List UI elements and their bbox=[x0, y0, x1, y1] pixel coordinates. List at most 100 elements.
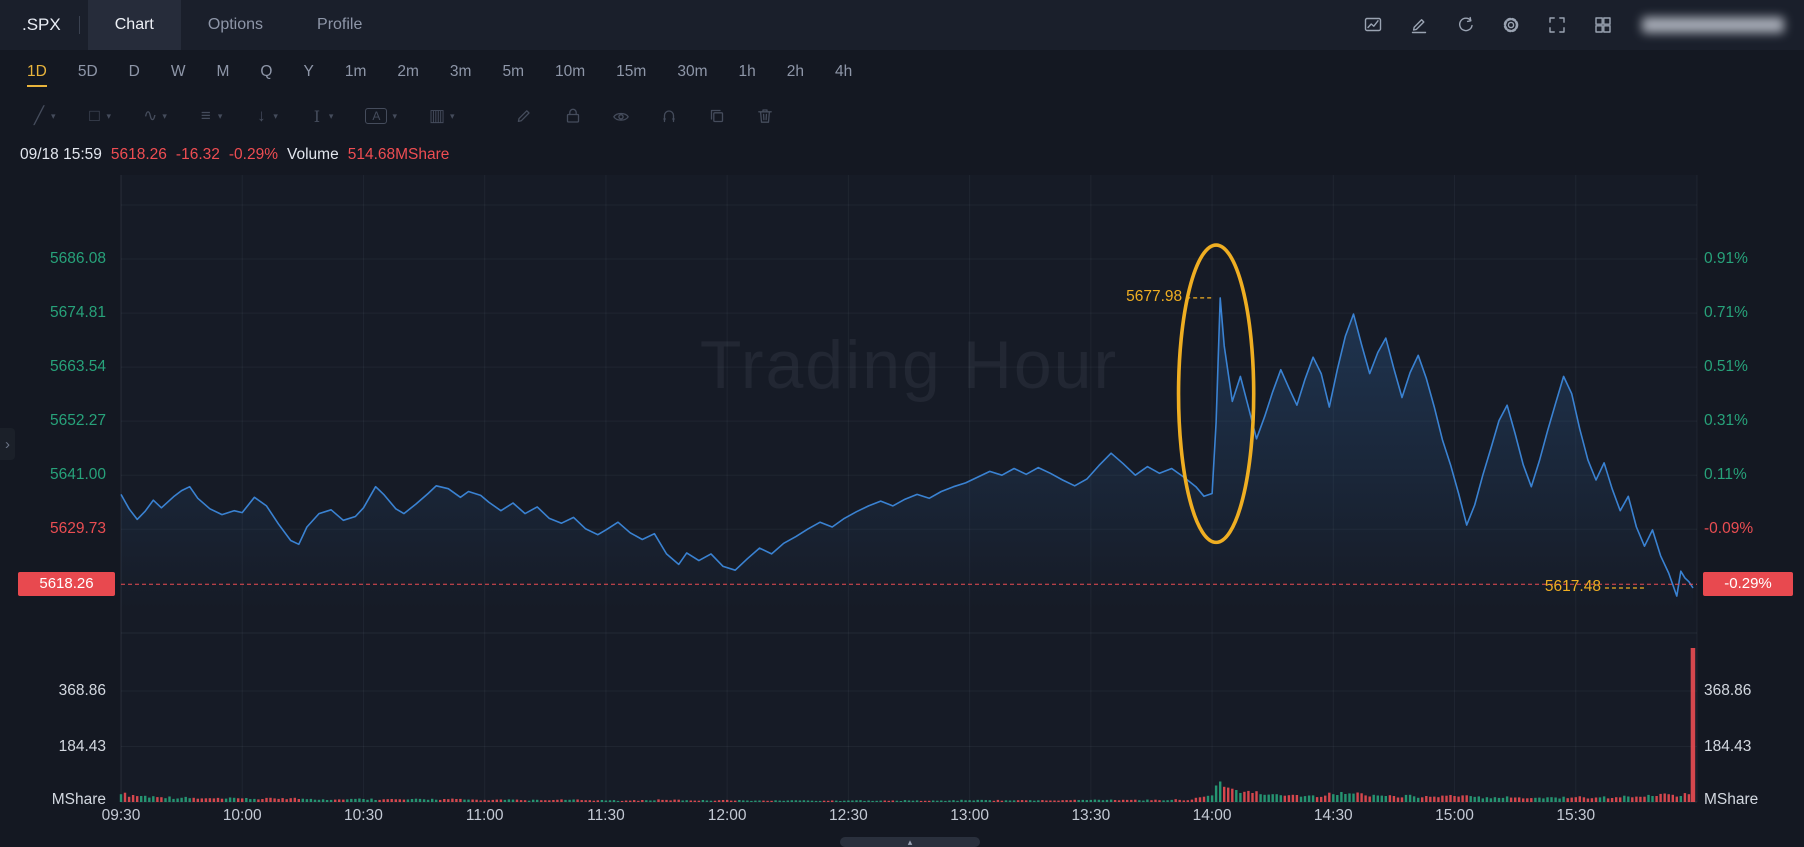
top-bar: .SPX Chart Options Profile bbox=[0, 0, 1804, 50]
bottom-scroll-handle[interactable]: ▴ bbox=[840, 837, 980, 847]
caret-down-icon: ▾ bbox=[450, 110, 455, 121]
level-lines-tool-icon: ≡ bbox=[200, 106, 211, 125]
level-lines-tool[interactable]: ≡ ▾ bbox=[199, 106, 223, 126]
shape-tool-icon: □ bbox=[89, 106, 100, 125]
caret-down-icon: ▾ bbox=[217, 110, 223, 121]
timeframe-10m[interactable]: 10m bbox=[555, 62, 586, 80]
drawing-toolbar: ╱ ▾ □ ▾ ∿ ▾ ≡ ▾ ↓ ▾ I ▾ A ▾ ▥ ▾ bbox=[0, 94, 1804, 138]
snapshot-icon[interactable] bbox=[1362, 14, 1384, 36]
quote-change-pct: -0.29% bbox=[228, 146, 278, 163]
measure-tool-icon: I bbox=[313, 106, 321, 126]
timeframe-15m[interactable]: 15m bbox=[616, 62, 647, 80]
wave-tool[interactable]: ∿ ▾ bbox=[143, 106, 167, 126]
pattern-tool[interactable]: ▥ ▾ bbox=[429, 106, 455, 126]
caret-down-icon: ▾ bbox=[273, 110, 278, 121]
change-pct-axis-label: 0.71% bbox=[1704, 304, 1748, 322]
time-axis-label: 13:30 bbox=[1071, 807, 1111, 824]
settings-icon[interactable] bbox=[1500, 14, 1522, 36]
main-tabs: Chart Options Profile bbox=[87, 0, 390, 50]
divider bbox=[78, 16, 80, 34]
volume-axis-label: 184.43 bbox=[1704, 737, 1752, 755]
timeframe-1d[interactable]: 1D bbox=[27, 58, 47, 87]
timeframe-4h[interactable]: 4h bbox=[834, 62, 853, 80]
caret-down-icon: ▾ bbox=[328, 110, 334, 121]
timeframe-30m[interactable]: 30m bbox=[677, 62, 708, 80]
last-price-badge: 5618.26 bbox=[18, 572, 115, 597]
quote-volume-value: 514.68MShare bbox=[347, 146, 450, 163]
arrow-tool[interactable]: ↓ ▾ bbox=[254, 106, 278, 126]
measure-tool[interactable]: I ▾ bbox=[310, 107, 334, 126]
volume-unit-label: MShare bbox=[51, 791, 106, 808]
time-axis-label: 09:30 bbox=[101, 807, 141, 824]
volume-axis-label: 368.86 bbox=[58, 682, 106, 700]
time-axis-label: 15:00 bbox=[1435, 807, 1474, 824]
time-axis-label: 11:30 bbox=[587, 807, 625, 824]
timeframe-q[interactable]: Q bbox=[260, 62, 273, 80]
shape-tool[interactable]: □ ▾ bbox=[88, 106, 111, 126]
layout-grid-icon[interactable] bbox=[1592, 14, 1614, 36]
timeframe-3m[interactable]: 3m bbox=[449, 62, 472, 80]
magnet-icon[interactable] bbox=[659, 106, 679, 126]
time-axis-label: 10:00 bbox=[222, 807, 262, 824]
highlight-ellipse bbox=[1176, 243, 1256, 545]
panel-collapse-chevron[interactable]: › bbox=[0, 428, 15, 460]
top-bar-icons bbox=[1362, 14, 1784, 36]
top-bar-left: .SPX Chart Options Profile bbox=[22, 0, 389, 50]
price-area-fill bbox=[121, 297, 1693, 610]
caret-down-icon: ▾ bbox=[392, 110, 397, 121]
fullscreen-icon[interactable] bbox=[1546, 14, 1568, 36]
trendline-tool[interactable]: ╱ ▾ bbox=[32, 106, 56, 126]
lock-icon[interactable] bbox=[563, 106, 583, 126]
tab-chart[interactable]: Chart bbox=[87, 0, 181, 50]
caret-down-icon: ▾ bbox=[51, 110, 56, 121]
arrow-tool-icon: ↓ bbox=[257, 106, 266, 125]
pattern-tool-icon: ▥ bbox=[428, 106, 446, 125]
refresh-icon[interactable] bbox=[1454, 14, 1476, 36]
timeframe-2h[interactable]: 2h bbox=[786, 62, 804, 80]
copy-icon[interactable] bbox=[707, 106, 727, 126]
eye-icon[interactable] bbox=[611, 106, 631, 126]
timeframe-y[interactable]: Y bbox=[303, 62, 314, 80]
time-axis-label: 14:30 bbox=[1313, 807, 1353, 824]
caret-down-icon: ▾ bbox=[162, 110, 167, 121]
change-pct-axis-label: -0.09% bbox=[1704, 520, 1754, 538]
price-axis-label: 5641.00 bbox=[49, 466, 106, 484]
chevron-up-icon: ▴ bbox=[907, 837, 913, 847]
time-axis-label: 12:30 bbox=[828, 807, 868, 824]
redacted-account-info bbox=[1642, 17, 1784, 33]
timeframe-5m[interactable]: 5m bbox=[502, 62, 525, 80]
symbol-ticker[interactable]: .SPX bbox=[22, 15, 61, 34]
timeframe-2m[interactable]: 2m bbox=[397, 62, 419, 80]
timeframe-bar: 1D 5D D W M Q Y 1m 2m 3m 5m 10m 15m 30m 1h 2h 4h bbox=[0, 50, 1804, 94]
time-axis-label: 10:30 bbox=[344, 807, 383, 824]
text-tool[interactable]: A ▾ bbox=[365, 108, 397, 124]
price-axis-label: 5686.08 bbox=[49, 250, 106, 268]
price-line bbox=[120, 297, 1694, 597]
timeframe-w[interactable]: W bbox=[170, 62, 186, 80]
timeframe-1m[interactable]: 1m bbox=[344, 62, 367, 80]
volume-bars bbox=[119, 648, 1696, 802]
tab-options[interactable]: Options bbox=[207, 16, 264, 33]
time-axis-label: 12:00 bbox=[707, 807, 747, 824]
timeframe-m[interactable]: M bbox=[216, 62, 230, 80]
time-axis-label: 15:30 bbox=[1556, 807, 1596, 824]
pencil-icon[interactable] bbox=[515, 106, 535, 126]
tab-profile[interactable]: Profile bbox=[317, 16, 363, 33]
quote-last-price: 5618.26 bbox=[110, 146, 167, 163]
quote-info-bar: 09/18 15:59 5618.26 -16.32 -0.29% Volume… bbox=[0, 138, 1804, 172]
trash-icon[interactable] bbox=[755, 106, 775, 126]
timeframe-d[interactable]: D bbox=[128, 62, 140, 80]
time-axis-label: 11:00 bbox=[465, 807, 504, 824]
volume-axis-label: 368.86 bbox=[1704, 682, 1752, 700]
price-axis-label: 5674.81 bbox=[49, 304, 106, 322]
timeframe-5d[interactable]: 5D bbox=[77, 62, 98, 80]
close-annotation-label: 5617.48 bbox=[1544, 578, 1601, 596]
time-axis-label: 13:00 bbox=[950, 807, 989, 824]
gridlines bbox=[120, 175, 1698, 803]
timeframe-1h[interactable]: 1h bbox=[738, 62, 756, 80]
draw-icon[interactable] bbox=[1408, 14, 1430, 36]
price-axis-label: 5652.27 bbox=[49, 412, 106, 430]
chevron-right-icon: › bbox=[5, 435, 10, 453]
plot-background bbox=[121, 175, 1697, 802]
